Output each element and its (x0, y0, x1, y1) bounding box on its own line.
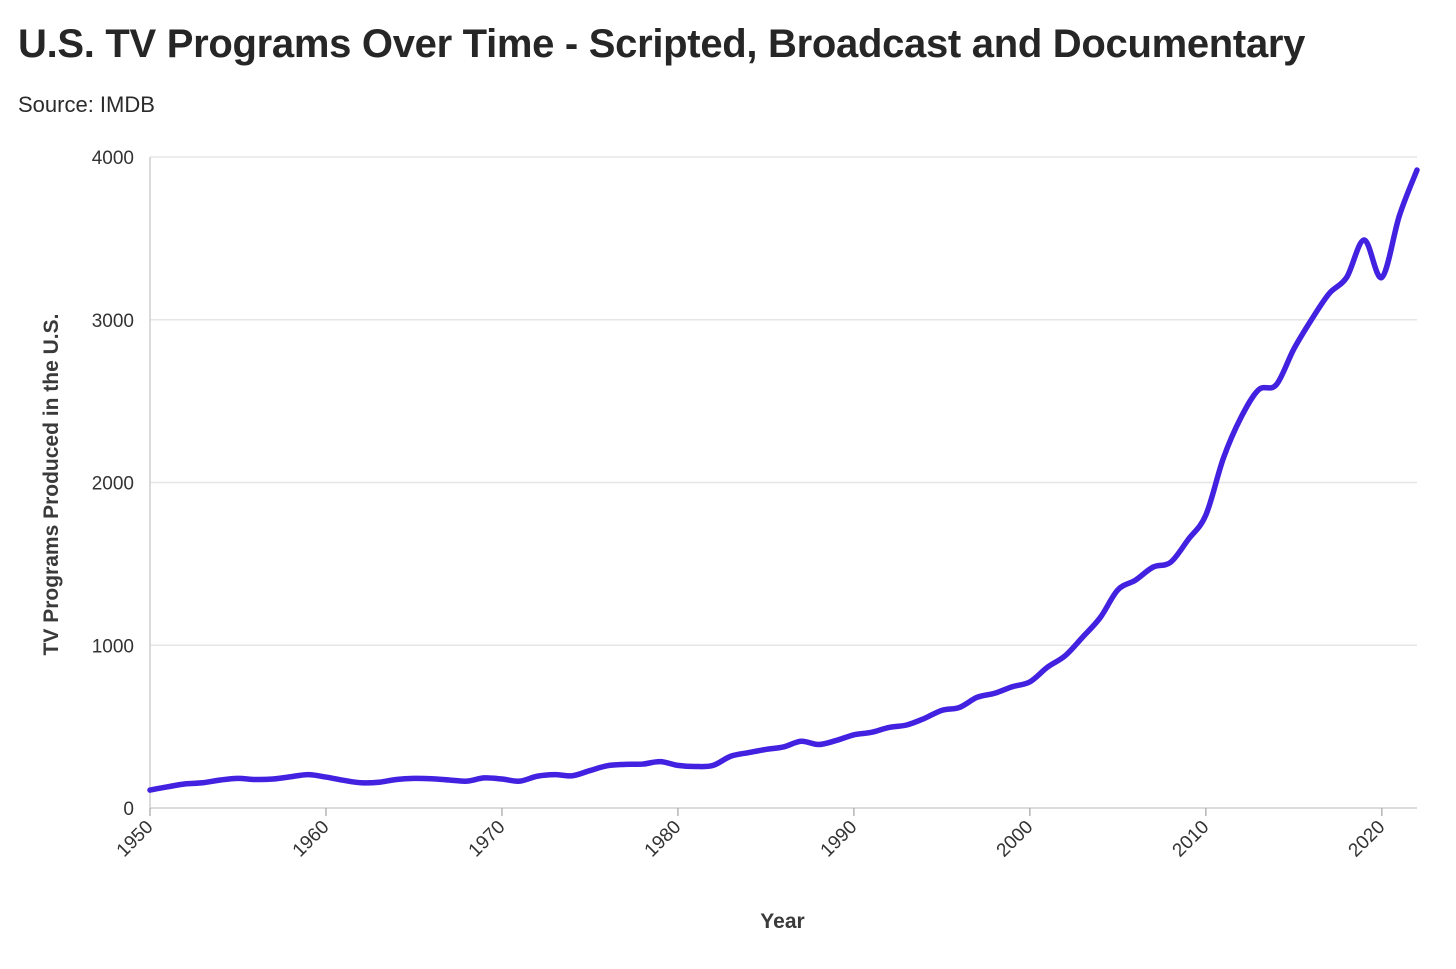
chart-subtitle: Source: IMDB (18, 92, 155, 117)
series-layer (147, 167, 1420, 793)
x-tick-label: 1980 (641, 817, 686, 862)
x-tick-label: 1970 (465, 817, 510, 862)
y-tick-label: 1000 (92, 636, 134, 657)
grid-lines (150, 156, 1417, 646)
x-axis-title: Year (760, 910, 804, 933)
x-tick-label: 2000 (993, 817, 1038, 862)
y-tick-label: 2000 (92, 474, 134, 495)
x-tick-label: 1960 (289, 817, 334, 862)
y-axis-title: TV Programs Produced in the U.S. (40, 314, 63, 656)
y-tick-label: 0 (123, 799, 134, 820)
x-tick-label: 2020 (1345, 817, 1390, 862)
y-tick-label: 3000 (92, 311, 134, 332)
x-tick-label: 1950 (113, 817, 158, 862)
x-tick-label: 1990 (817, 817, 862, 862)
series-line (147, 167, 1420, 793)
x-tick-label: 2010 (1169, 817, 1214, 862)
y-tick-label: 4000 (92, 148, 134, 169)
axes (149, 157, 1417, 816)
chart-title: U.S. TV Programs Over Time - Scripted, B… (18, 22, 1306, 66)
